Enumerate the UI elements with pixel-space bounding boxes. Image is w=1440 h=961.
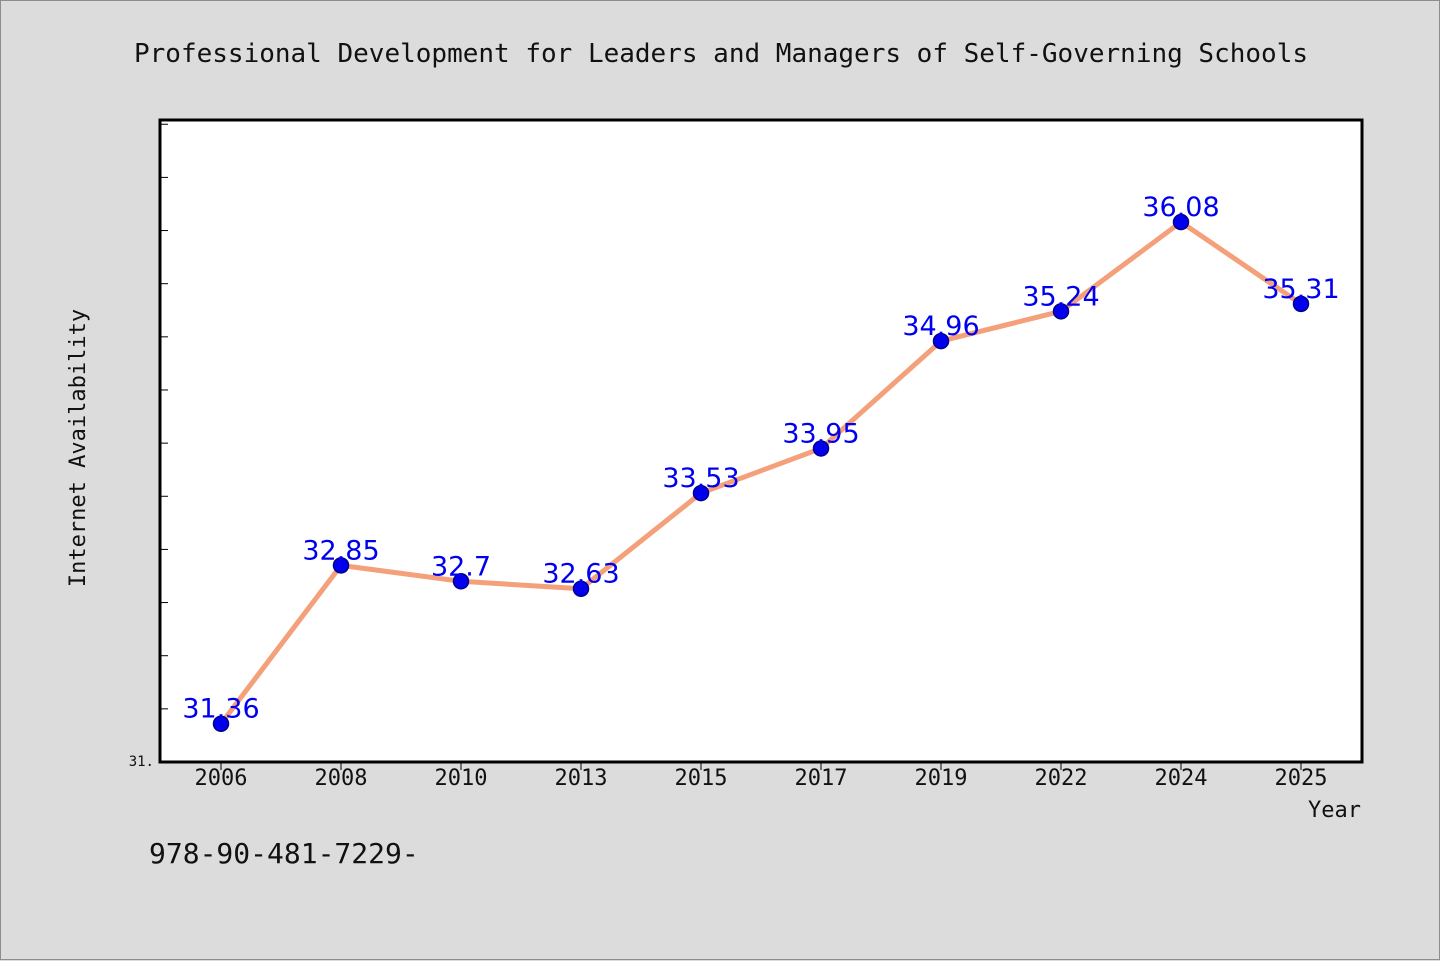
x-axis: 2006 2008 2010 2013 2015 2017 2019 2022 2024 2025 [195, 762, 1328, 791]
x-tick-label: 2015 [675, 766, 728, 791]
data-point [1172, 213, 1190, 231]
plot-area [158, 118, 1364, 764]
x-axis-label: Year [1308, 798, 1361, 823]
isbn-text: 978-90-481-7229- [149, 837, 419, 870]
series-line [219, 219, 1303, 726]
x-tick-label: 2024 [1155, 766, 1208, 791]
data-point [1052, 303, 1070, 320]
data-label: 35.31 [1262, 274, 1339, 305]
data-point [212, 715, 230, 732]
data-point [1292, 295, 1310, 313]
y-tick-label: 31. [129, 754, 154, 770]
data-point [692, 484, 710, 502]
x-tick-label: 2008 [315, 766, 368, 791]
data-point [452, 573, 470, 590]
data-label: 33.95 [782, 418, 859, 449]
x-tick-label: 2010 [435, 766, 488, 791]
data-point [812, 440, 830, 457]
chart-title: Professional Development for Leaders and… [134, 39, 1308, 69]
x-tick-label: 2022 [1035, 766, 1088, 791]
x-tick-label: 2006 [195, 766, 248, 791]
data-label: 33.53 [662, 463, 739, 494]
data-label: 35.24 [1022, 281, 1099, 312]
x-tick-label: 2019 [915, 766, 968, 791]
y-axis-ticks [160, 123, 168, 710]
data-point [932, 332, 950, 350]
data-label: 32.7 [431, 551, 491, 582]
data-labels: 31.36 32.85 32.7 32.63 33.53 33.95 34.96 35.24 3… [182, 192, 1339, 725]
data-markers [212, 213, 1310, 732]
x-tick-label: 2017 [795, 766, 848, 791]
data-point [332, 557, 350, 574]
y-axis-label: Internet Availability [66, 309, 91, 587]
x-tick-label: 2013 [555, 766, 608, 791]
data-label: 34.96 [902, 311, 979, 342]
x-tick-label: 2025 [1275, 766, 1328, 791]
data-point [572, 580, 590, 597]
data-label: 32.63 [542, 559, 619, 590]
data-label: 36.08 [1142, 192, 1219, 223]
data-label: 32.85 [302, 535, 379, 566]
data-label: 31.36 [182, 694, 259, 725]
